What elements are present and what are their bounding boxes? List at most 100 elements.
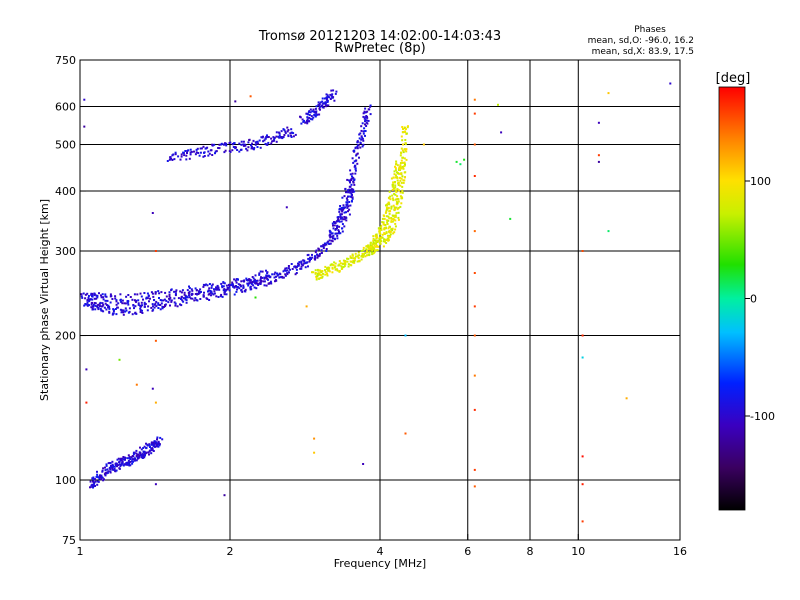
data-point <box>203 291 205 294</box>
data-point <box>344 260 347 263</box>
data-point <box>133 293 136 296</box>
data-point <box>284 267 287 270</box>
data-point <box>339 208 342 211</box>
data-point <box>93 292 96 295</box>
data-point <box>90 303 93 306</box>
data-point <box>115 303 118 306</box>
data-point <box>380 228 383 231</box>
data-point <box>385 211 388 214</box>
data-point <box>121 302 124 305</box>
data-point <box>382 222 385 225</box>
data-point <box>403 157 406 160</box>
data-point <box>581 334 584 337</box>
data-point <box>338 225 341 228</box>
data-point <box>112 468 115 471</box>
data-point <box>180 153 183 156</box>
data-point <box>259 281 262 284</box>
data-point <box>353 190 356 193</box>
data-point <box>316 254 319 257</box>
data-point <box>198 292 201 295</box>
data-point <box>278 276 281 279</box>
data-point <box>258 139 261 142</box>
data-point <box>350 200 353 202</box>
data-point <box>195 148 198 151</box>
data-point <box>263 277 266 280</box>
data-point <box>343 216 346 218</box>
data-point <box>105 304 108 306</box>
data-point <box>244 144 247 147</box>
data-point <box>265 143 268 146</box>
data-point <box>372 241 375 244</box>
data-point <box>320 271 323 274</box>
data-point <box>175 289 178 292</box>
data-point <box>358 254 360 257</box>
data-point <box>107 304 110 307</box>
data-point <box>283 134 286 136</box>
data-point <box>391 185 394 188</box>
data-point <box>396 195 399 198</box>
data-point <box>397 216 400 219</box>
data-point <box>367 247 370 250</box>
data-point <box>234 279 237 282</box>
data-point <box>387 234 389 237</box>
data-point <box>218 288 221 291</box>
data-point <box>339 214 342 217</box>
data-point <box>260 136 263 139</box>
data-point <box>84 297 87 300</box>
data-point <box>353 178 356 181</box>
data-point <box>366 110 369 113</box>
data-point <box>184 294 187 297</box>
data-point <box>105 308 108 311</box>
data-point <box>341 223 344 226</box>
data-point <box>273 136 276 139</box>
data-point <box>353 261 356 264</box>
data-point <box>392 204 395 207</box>
data-point <box>266 272 269 275</box>
data-point <box>131 298 134 301</box>
data-point <box>389 195 392 198</box>
data-point <box>226 286 229 289</box>
data-point <box>394 222 397 225</box>
data-point <box>356 152 359 155</box>
data-point <box>473 305 476 308</box>
data-point <box>131 462 134 465</box>
data-point <box>341 227 343 230</box>
data-point <box>378 242 381 245</box>
data-point <box>362 115 365 118</box>
data-point <box>96 296 99 299</box>
data-point <box>323 244 326 247</box>
data-point <box>352 257 355 260</box>
data-point <box>351 189 354 192</box>
data-point <box>290 136 293 138</box>
data-point <box>122 313 125 316</box>
data-point <box>338 232 340 235</box>
data-point <box>114 308 117 310</box>
data-point <box>283 269 286 272</box>
data-point <box>346 189 349 192</box>
data-point <box>181 299 184 302</box>
data-point <box>373 251 376 254</box>
data-point <box>183 293 186 296</box>
data-point <box>155 305 158 308</box>
data-point <box>382 221 385 224</box>
data-point <box>189 153 192 156</box>
data-point <box>269 280 272 283</box>
data-point <box>367 119 370 122</box>
data-point <box>335 268 338 271</box>
data-point <box>293 265 296 268</box>
data-point <box>306 118 309 121</box>
data-point <box>155 300 158 303</box>
data-point <box>383 228 386 231</box>
data-point <box>363 110 366 113</box>
data-point <box>176 305 179 308</box>
data-point <box>83 98 86 101</box>
stats-x-mode: mean, sd,X: 83.9, 17.5 <box>592 47 694 57</box>
data-point <box>155 444 158 447</box>
data-point <box>341 216 343 219</box>
data-point <box>273 273 276 276</box>
data-point <box>473 143 476 146</box>
data-point <box>364 123 366 126</box>
data-point <box>142 455 145 457</box>
data-point <box>224 289 227 292</box>
data-point <box>354 167 357 170</box>
